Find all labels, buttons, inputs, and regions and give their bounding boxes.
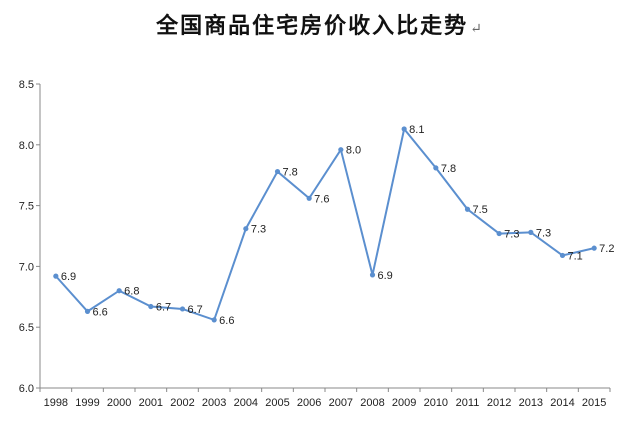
- data-label: 7.3: [504, 229, 519, 241]
- x-tick-label: 2001: [139, 397, 163, 409]
- series-line: [55, 126, 595, 322]
- data-point: [591, 245, 597, 251]
- data-point: [148, 303, 154, 310]
- data-label: 7.5: [473, 204, 488, 216]
- data-point: [274, 168, 281, 175]
- y-tick-label: 6.5: [19, 322, 34, 334]
- x-tick-label: 2010: [424, 397, 448, 409]
- data-point: [401, 126, 407, 132]
- data-label: 7.8: [283, 167, 298, 179]
- data-point: [528, 229, 534, 235]
- x-tick-label: 2009: [392, 397, 416, 409]
- y-tick-label: 6.0: [19, 383, 34, 395]
- x-tick-label: 2004: [234, 397, 258, 409]
- x-tick-label: 2015: [582, 397, 606, 409]
- data-point: [53, 273, 59, 279]
- x-tick-label: 2008: [360, 397, 384, 409]
- x-tick-label: 2012: [487, 397, 511, 409]
- data-point: [496, 230, 502, 237]
- x-tick-label: 2011: [456, 397, 480, 409]
- data-point: [559, 252, 566, 259]
- data-label: 6.7: [188, 304, 203, 316]
- data-point: [306, 195, 312, 201]
- y-tick-label: 8.0: [19, 140, 34, 152]
- data-label: 7.3: [536, 227, 551, 239]
- x-tick-label: 2003: [202, 397, 226, 409]
- data-label: 6.9: [378, 270, 393, 282]
- data-label: 6.7: [156, 302, 171, 314]
- x-tick-label: 2002: [170, 397, 194, 409]
- chart-title: 全国商品住宅房价收入比走势 ↵: [156, 13, 484, 39]
- y-tick-label: 7.0: [19, 261, 34, 273]
- x-tick-label: 1998: [44, 397, 68, 409]
- data-label: 6.6: [219, 315, 234, 327]
- data-point: [243, 226, 249, 232]
- y-tick-label: 8.5: [19, 79, 34, 91]
- x-tick-label: 2000: [107, 397, 131, 409]
- data-point: [211, 317, 217, 323]
- data-label: 6.9: [61, 271, 76, 283]
- data-label: 8.1: [409, 124, 424, 136]
- data-point: [84, 308, 91, 314]
- data-label: 6.8: [124, 286, 139, 298]
- return-mark-icon: ↵: [470, 21, 484, 37]
- data-label: 7.6: [314, 193, 329, 205]
- data-label: 7.3: [251, 224, 266, 236]
- x-tick-label: 2005: [265, 397, 289, 409]
- data-label: 7.2: [599, 243, 614, 255]
- data-label: 7.1: [568, 250, 583, 262]
- data-point: [369, 272, 376, 278]
- x-tick-label: 2014: [550, 397, 574, 409]
- x-tick-label: 2007: [329, 397, 353, 409]
- y-tick-label: 7.5: [19, 201, 34, 213]
- data-point: [116, 288, 122, 294]
- data-point: [179, 306, 186, 312]
- data-label: 7.8: [441, 163, 456, 175]
- x-tick-label: 1999: [75, 397, 99, 409]
- data-point: [464, 206, 471, 212]
- data-point: [338, 147, 344, 153]
- x-tick-label: 2013: [519, 397, 543, 409]
- data-point: [433, 165, 439, 171]
- data-label: 6.6: [93, 306, 108, 318]
- data-label: 8.0: [346, 145, 361, 157]
- x-tick-label: 2006: [297, 397, 321, 409]
